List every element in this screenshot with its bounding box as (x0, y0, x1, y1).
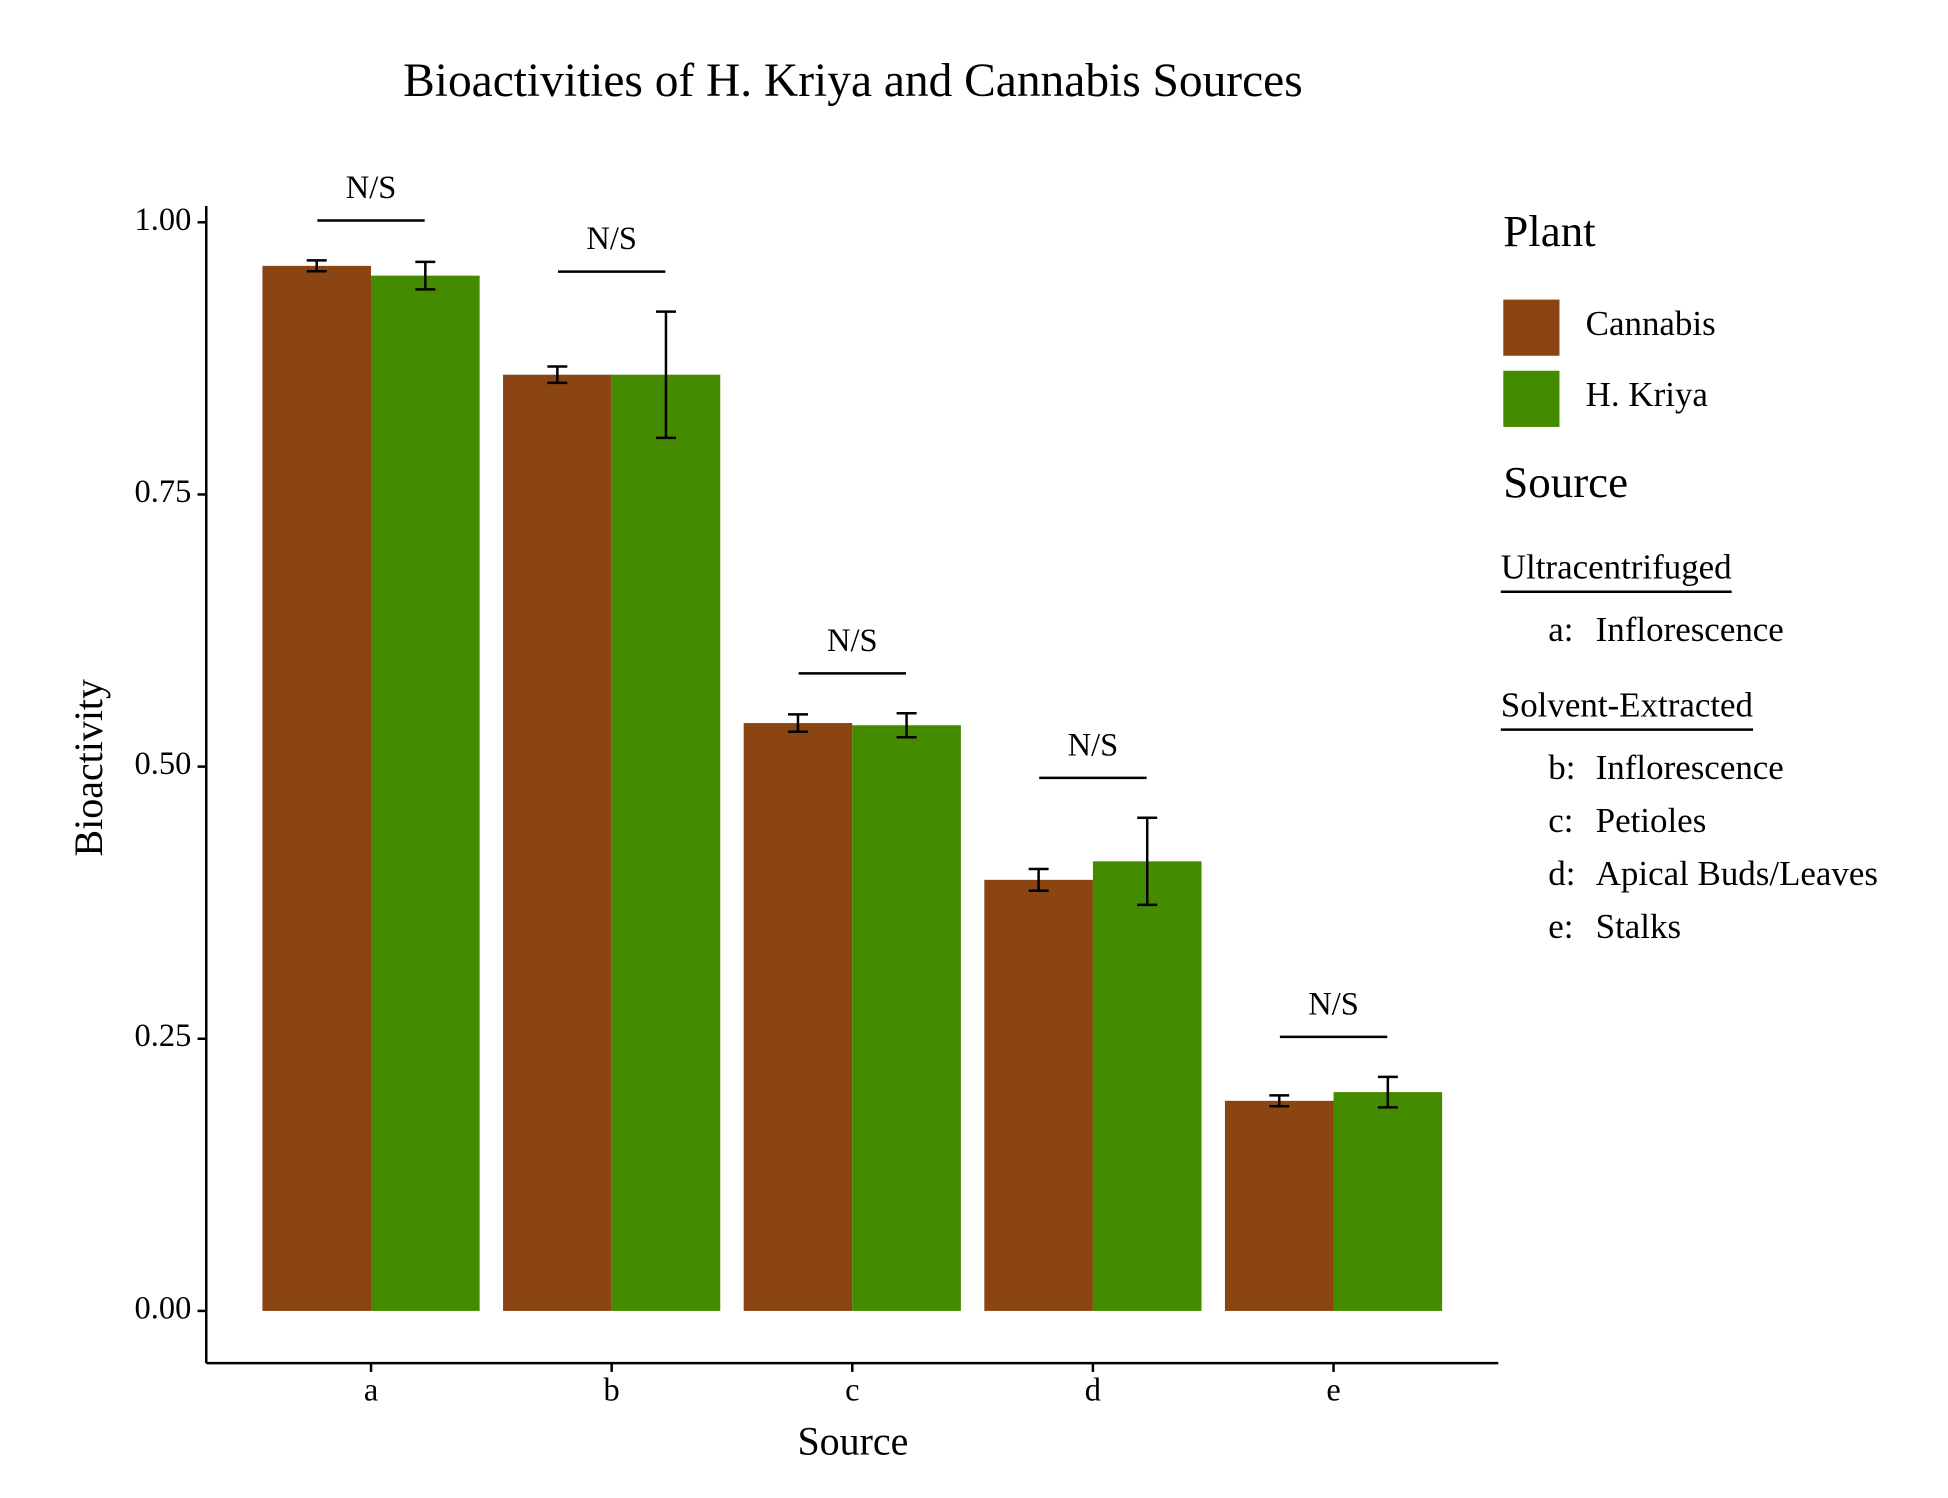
x-tick-label: b (604, 1373, 620, 1409)
legend-title: Plant (1503, 206, 1596, 256)
bar (371, 275, 480, 1311)
source-group: Solvent-Extracted (1501, 685, 1754, 724)
source-group: Ultracentrifuged (1501, 548, 1732, 587)
source-key: a: (1548, 610, 1573, 649)
chart-title: Bioactivities of H. Kriya and Cannabis S… (403, 55, 1303, 107)
source-item: Stalks (1596, 907, 1681, 946)
bar (1224, 1100, 1334, 1311)
error-bar (1269, 1094, 1290, 1108)
legend-label: H. Kriya (1586, 375, 1709, 414)
bar (503, 374, 612, 1311)
bar (262, 265, 372, 1311)
error-bar (787, 713, 808, 734)
legend-swatch (1503, 299, 1560, 356)
source-key: c: (1548, 801, 1573, 840)
legend-label: Cannabis (1586, 304, 1716, 343)
bar (1333, 1092, 1443, 1311)
significance-label: N/S (586, 221, 636, 257)
significance-label: N/S (827, 623, 877, 659)
source-legend-title: Source (1503, 457, 1628, 507)
error-bar (1028, 867, 1049, 892)
source-item: Petioles (1596, 801, 1707, 840)
x-tick-label: a (364, 1373, 378, 1409)
source-item: Inflorescence (1596, 610, 1784, 649)
x-tick-label: e (1326, 1373, 1340, 1409)
source-key: d: (1548, 854, 1575, 893)
significance-label: N/S (346, 170, 396, 206)
source-item: Inflorescence (1596, 748, 1784, 787)
x-tick-label: c (845, 1373, 859, 1409)
error-bar (1137, 816, 1158, 907)
y-tick-label: 0.75 (135, 474, 192, 510)
error-bar (896, 712, 917, 739)
y-tick-label: 1.00 (135, 202, 192, 238)
y-tick-label: 0.25 (135, 1018, 192, 1054)
bar (611, 374, 721, 1311)
source-key: b: (1548, 748, 1575, 787)
error-bar (547, 365, 568, 385)
y-tick-label: 0.00 (135, 1290, 192, 1326)
bar (1092, 861, 1202, 1311)
significance-label: N/S (1308, 986, 1358, 1022)
bar (852, 725, 961, 1311)
error-bar (655, 310, 676, 440)
y-tick-label: 0.50 (135, 746, 192, 782)
bar (984, 879, 1093, 1311)
bar (743, 723, 853, 1311)
x-axis-label: Source (797, 1419, 908, 1464)
x-tick-label: d (1085, 1373, 1101, 1409)
legend-swatch (1503, 370, 1560, 427)
y-axis-label: Bioactivity (66, 679, 111, 857)
error-bar (1377, 1075, 1398, 1109)
error-bar (415, 260, 436, 291)
error-bar (306, 259, 327, 273)
source-item: Apical Buds/Leaves (1596, 854, 1878, 893)
source-key: e: (1548, 907, 1573, 946)
significance-label: N/S (1068, 727, 1118, 763)
